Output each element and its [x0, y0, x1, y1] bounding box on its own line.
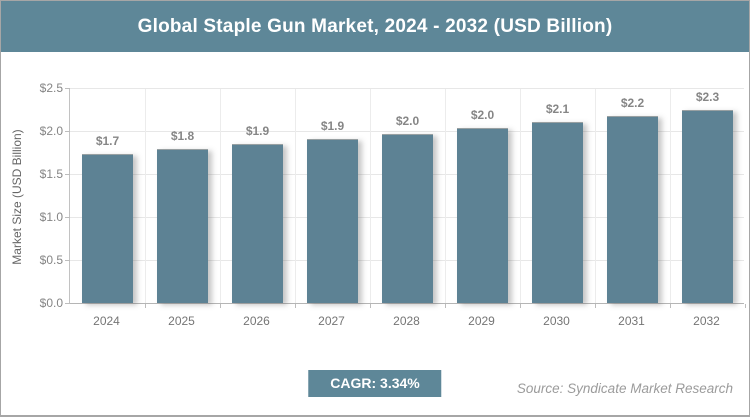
gridline-vertical: [445, 89, 446, 303]
y-axis-tick: [65, 217, 70, 218]
gridline-horizontal: [70, 131, 744, 132]
y-tick-label: $0.0: [39, 296, 63, 310]
bar-value-label: $1.9: [245, 123, 270, 138]
y-axis-tick: [65, 260, 70, 261]
gridline-horizontal: [70, 88, 744, 89]
bar-value-label: $1.9: [320, 118, 345, 133]
bar-value-label: $2.1: [545, 101, 570, 116]
gridline-vertical: [145, 89, 146, 303]
gridline-vertical: [595, 89, 596, 303]
bar-2028: [382, 133, 433, 303]
x-axis-label: 2024: [93, 314, 120, 328]
cagr-badge: CAGR: 3.34%: [308, 370, 442, 397]
x-axis-tick: [370, 304, 371, 308]
y-axis-tick: [65, 131, 70, 132]
y-axis-tick: [65, 88, 70, 89]
bar-value-label: $2.0: [395, 113, 420, 128]
bar-2026: [232, 143, 283, 303]
y-axis-tick: [65, 174, 70, 175]
bar-2030: [532, 121, 583, 303]
x-axis-label: 2031: [618, 314, 645, 328]
y-tick-label: $2.0: [39, 124, 63, 138]
x-axis-tick: [595, 304, 596, 308]
gridline-vertical: [520, 89, 521, 303]
chart-title-bar: Global Staple Gun Market, 2024 - 2032 (U…: [1, 1, 749, 52]
gridline-vertical: [370, 89, 371, 303]
y-tick-label: $1.0: [39, 210, 63, 224]
x-axis-tick: [220, 304, 221, 308]
bar-value-label: $2.0: [470, 107, 495, 122]
y-axis-title: Market Size (USD Billion): [10, 129, 24, 265]
bar-value-label: $1.7: [95, 134, 120, 149]
bar-value-label: $2.3: [695, 89, 720, 104]
bar-2024: [82, 154, 133, 303]
chart-title: Global Staple Gun Market, 2024 - 2032 (U…: [137, 15, 613, 37]
x-axis-label: 2030: [543, 314, 570, 328]
x-axis-tick: [745, 304, 746, 308]
x-axis-label: 2026: [243, 314, 270, 328]
bar-2025: [157, 149, 208, 303]
gridline-vertical: [670, 89, 671, 303]
x-axis-tick: [295, 304, 296, 308]
x-axis-tick: [670, 304, 671, 308]
bar-value-label: $2.2: [620, 95, 645, 110]
x-axis-label: 2029: [468, 314, 495, 328]
gridline-vertical: [220, 89, 221, 303]
x-axis-tick: [445, 304, 446, 308]
x-axis-label: 2032: [693, 314, 720, 328]
bar-value-label: $1.8: [170, 129, 195, 144]
plot-area: $1.7 $1.8 $1.9 $1.9 $2.0 $2.0 $2.1 $2.2 $2.3: [65, 88, 746, 308]
bar-2031: [607, 115, 658, 303]
x-axis-label: 2027: [318, 314, 345, 328]
y-tick-label: $0.5: [39, 253, 63, 267]
x-axis-tick: [520, 304, 521, 308]
y-tick-label: $2.5: [39, 81, 63, 95]
gridline-vertical: [295, 89, 296, 303]
y-axis-tick: [65, 303, 70, 304]
x-axis-tick: [145, 304, 146, 308]
y-tick-label: $1.5: [39, 167, 63, 181]
x-axis-label: 2025: [168, 314, 195, 328]
x-axis-label: 2028: [393, 314, 420, 328]
source-note: Source: Syndicate Market Research: [516, 381, 733, 396]
bar-2032: [682, 109, 733, 303]
bar-2027: [307, 138, 358, 303]
bar-2029: [457, 127, 508, 303]
